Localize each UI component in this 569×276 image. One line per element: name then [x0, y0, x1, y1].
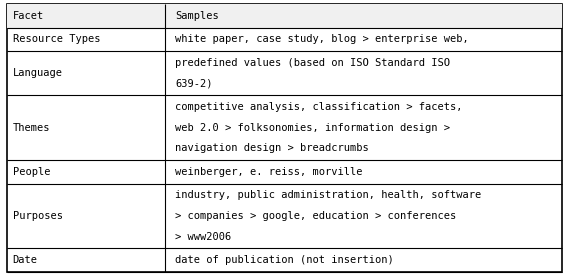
Text: Language: Language: [13, 68, 63, 78]
Text: Date: Date: [13, 255, 38, 265]
Text: Themes: Themes: [13, 123, 50, 132]
Text: Facet: Facet: [13, 11, 44, 21]
Text: date of publication (not insertion): date of publication (not insertion): [175, 255, 394, 265]
Text: People: People: [13, 167, 50, 177]
Text: navigation design > breadcrumbs: navigation design > breadcrumbs: [175, 144, 369, 153]
Text: white paper, case study, blog > enterprise web,: white paper, case study, blog > enterpri…: [175, 34, 469, 44]
Text: predefined values (based on ISO Standard ISO: predefined values (based on ISO Standard…: [175, 58, 450, 68]
Text: Purposes: Purposes: [13, 211, 63, 221]
Text: > companies > google, education > conferences: > companies > google, education > confer…: [175, 211, 456, 221]
Text: Samples: Samples: [175, 11, 219, 21]
Text: web 2.0 > folksonomies, information design >: web 2.0 > folksonomies, information desi…: [175, 123, 450, 132]
Text: industry, public administration, health, software: industry, public administration, health,…: [175, 190, 481, 200]
Text: Resource Types: Resource Types: [13, 34, 100, 44]
Text: > www2006: > www2006: [175, 232, 232, 242]
Text: weinberger, e. reiss, morville: weinberger, e. reiss, morville: [175, 167, 363, 177]
Bar: [7, 4, 562, 28]
Text: 639-2): 639-2): [175, 78, 213, 88]
Text: competitive analysis, classification > facets,: competitive analysis, classification > f…: [175, 102, 463, 112]
